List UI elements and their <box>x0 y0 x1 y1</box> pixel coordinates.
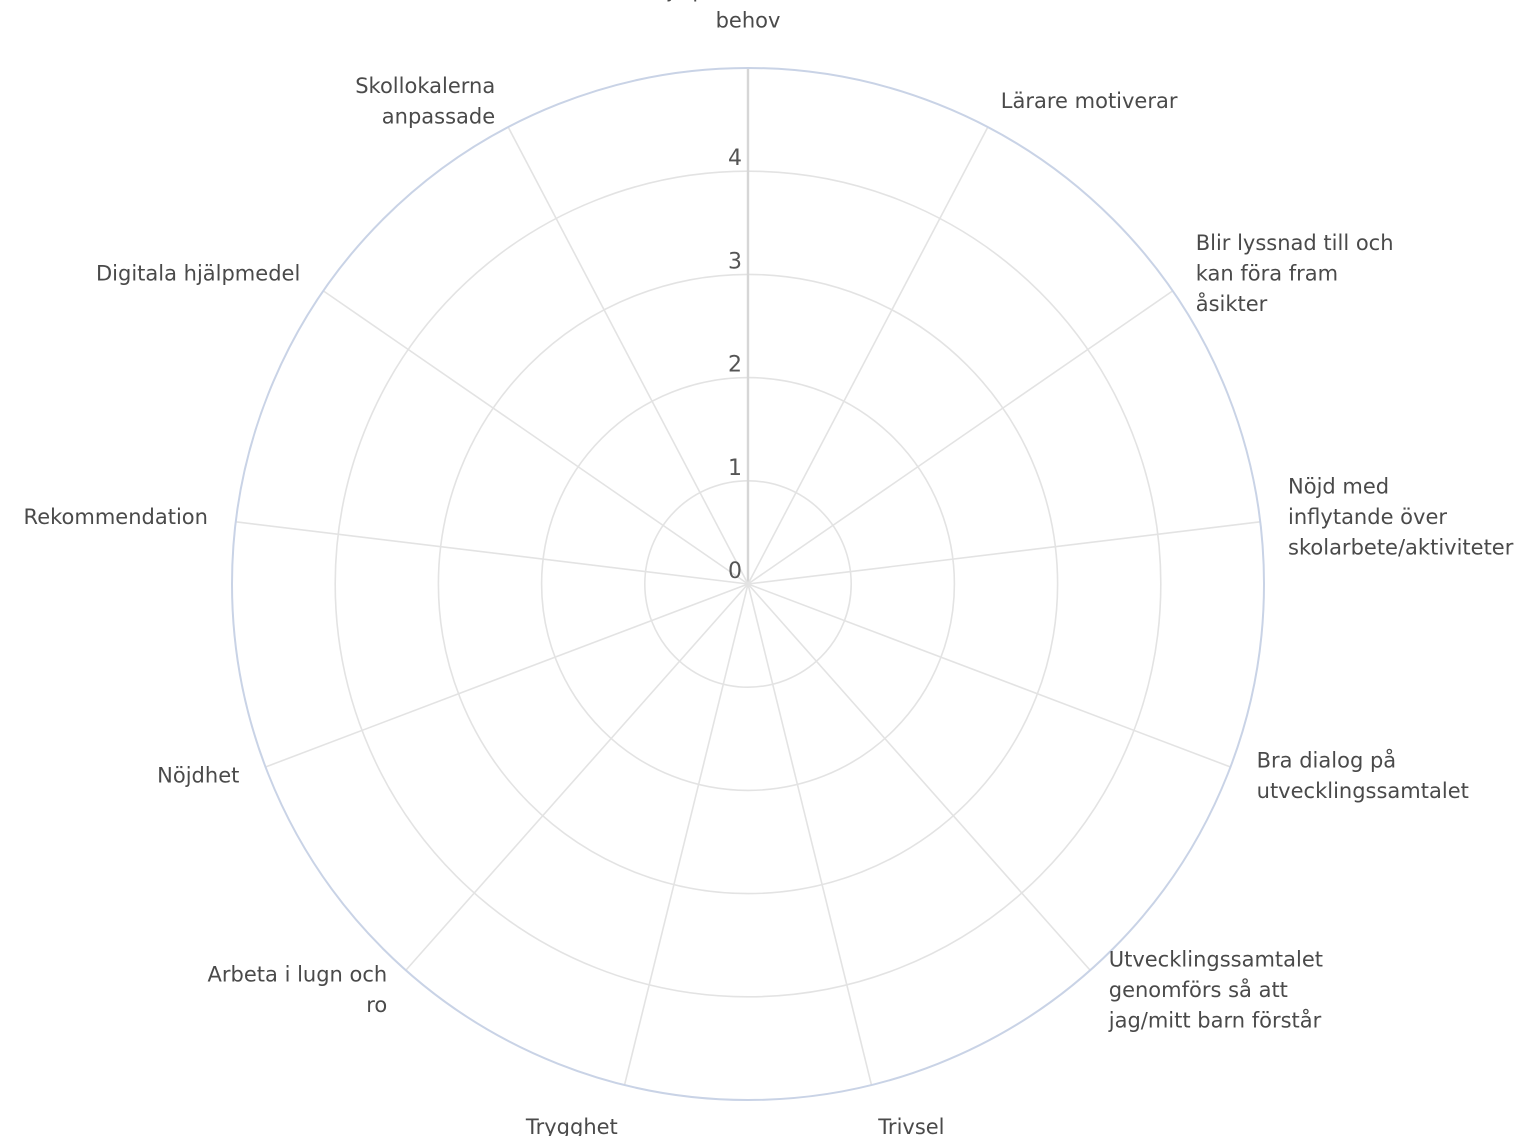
outer-ring <box>231 67 1265 1101</box>
axis-spoke <box>747 583 1091 971</box>
axis-label: Skollokalerna anpassade <box>355 74 495 129</box>
axis-label: Trivsel <box>877 1115 944 1136</box>
axis-spoke <box>623 583 749 1086</box>
axis-label: Nöjd med inflytande över skolarbete/aktivi… <box>1288 475 1514 560</box>
axis-labels: Hjälp av lärare vidbehov Lärare motiverar… <box>24 0 1514 1139</box>
radial-tick-label: 1 <box>728 456 742 481</box>
radial-tick-label: 3 <box>728 249 742 274</box>
axis-label: Arbeta i lugn och ro <box>208 963 388 1018</box>
radial-tick-label: 0 <box>728 559 742 584</box>
axis-spoke <box>322 290 749 585</box>
axis-label: Digitala hjälpmedel <box>96 262 300 286</box>
axis-spoke <box>235 521 749 585</box>
axis-label: Blir lyssnad till och kan föra fram åsikte… <box>1196 231 1394 316</box>
axis-spoke <box>265 583 749 768</box>
axis-spokes <box>235 68 1261 1086</box>
axis-spoke <box>405 583 749 971</box>
radial-tick-label: 2 <box>728 353 742 378</box>
axis-spoke <box>747 583 873 1086</box>
axis-label: Bra dialog på utvecklingssamtalet <box>1257 747 1469 803</box>
radial-tick-label: 4 <box>728 146 742 171</box>
axis-label: Rekommendation <box>24 505 208 529</box>
axis-spoke <box>747 521 1261 585</box>
axis-spoke <box>747 583 1231 768</box>
axis-spoke <box>747 126 989 585</box>
axis-label: Hjälp av lärare vidbehov <box>652 0 844 33</box>
axis-label: Trygghet <box>525 1115 618 1136</box>
axis-label: Nöjdhet <box>157 764 239 788</box>
radial-tick-labels: 0 1 2 3 4 <box>728 146 742 584</box>
axis-label: Lärare motiverar <box>1001 89 1178 113</box>
axis-spoke <box>747 290 1174 585</box>
axis-spoke <box>507 126 749 585</box>
axis-label: Utvecklingssamtalet genomförs så att jag/m… <box>1108 947 1323 1032</box>
outer-ring-group <box>231 67 1265 1101</box>
